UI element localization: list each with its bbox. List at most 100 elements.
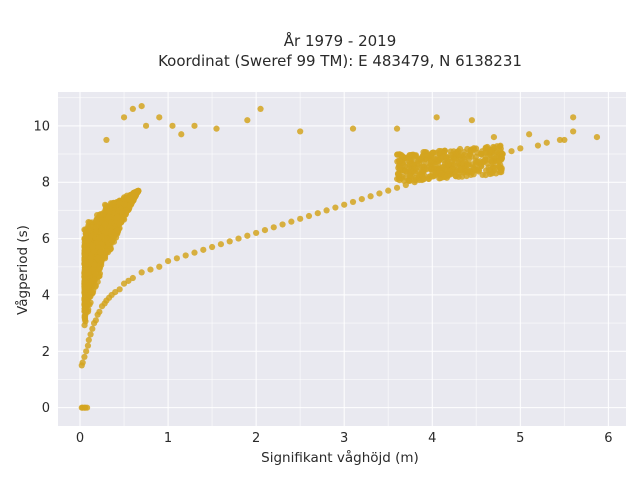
data-point <box>517 145 524 152</box>
cloud-point <box>447 152 454 159</box>
data-point <box>142 122 150 129</box>
tick-labels: 0 1 2 3 4 5 6 0 2 4 6 8 10 <box>33 119 612 446</box>
cloud-point <box>84 247 91 254</box>
cloud-point <box>395 164 402 172</box>
data-point <box>120 280 128 287</box>
data-point <box>367 193 374 200</box>
cloud-point <box>93 216 101 223</box>
data-point <box>209 243 216 251</box>
data-point <box>358 196 365 203</box>
data-point <box>270 224 277 231</box>
y-axis-title: Vågperiod (s) <box>14 225 31 315</box>
cloud-point <box>120 195 127 202</box>
cloud-point <box>495 163 503 171</box>
x-tick-label: 0 <box>76 431 84 446</box>
x-tick-label: 1 <box>164 431 172 446</box>
cloud-point <box>94 255 101 262</box>
data-point <box>138 269 145 276</box>
data-point <box>349 125 357 132</box>
cloud-point <box>113 213 121 221</box>
y-tick-label: 6 <box>42 232 50 247</box>
cloud-point <box>472 153 480 160</box>
cloud-point <box>488 170 496 177</box>
data-point <box>147 266 154 273</box>
data-point <box>129 274 136 282</box>
y-tick-label: 0 <box>42 401 50 416</box>
data-point <box>420 176 427 183</box>
data-point <box>305 212 313 220</box>
data-point <box>169 122 176 129</box>
cloud-point <box>108 237 115 244</box>
cloud-point <box>429 149 437 156</box>
cloud-point <box>452 173 460 180</box>
data-point <box>437 170 445 177</box>
cloud-point <box>443 154 450 162</box>
data-point <box>83 348 90 355</box>
cloud-point <box>84 308 92 315</box>
cloud-point <box>96 234 103 242</box>
cloud-point <box>464 167 471 174</box>
cloud-point <box>91 261 98 268</box>
cloud-point <box>92 223 100 230</box>
data-point <box>84 342 92 349</box>
cloud-point <box>496 157 503 165</box>
data-point <box>173 255 180 262</box>
cloud-point <box>412 165 420 172</box>
data-point <box>593 133 601 141</box>
cloud-point <box>82 318 89 325</box>
cloud-point <box>87 224 95 231</box>
data-point <box>178 131 185 138</box>
data-point <box>235 235 242 242</box>
cloud-point <box>427 166 434 173</box>
data-point <box>534 142 542 149</box>
cloud-point <box>85 218 92 226</box>
data-point <box>561 136 568 144</box>
data-point <box>556 136 564 144</box>
data-point <box>125 277 132 284</box>
cloud-point <box>484 143 491 151</box>
data-point <box>429 173 436 180</box>
data-point <box>112 289 119 296</box>
cloud-point <box>465 156 472 163</box>
data-point <box>129 105 136 113</box>
data-point <box>393 184 401 191</box>
data-point <box>570 114 577 121</box>
data-point <box>526 131 533 138</box>
cloud-point <box>116 220 123 227</box>
data-point <box>96 308 103 315</box>
data-point <box>332 204 339 211</box>
data-point <box>213 125 220 132</box>
data-point <box>217 241 225 248</box>
data-point <box>156 263 163 270</box>
data-point <box>341 201 348 208</box>
cloud-point <box>81 288 88 296</box>
data-point <box>473 159 480 166</box>
cloud-point <box>452 149 460 157</box>
data-point <box>83 404 91 411</box>
cloud-point <box>129 194 136 201</box>
data-point <box>393 125 401 132</box>
cloud-point <box>406 172 413 179</box>
data-point <box>85 336 92 344</box>
cloud-point <box>114 227 121 234</box>
data-point <box>103 136 110 144</box>
data-point <box>411 179 418 186</box>
data-point <box>164 258 172 265</box>
cloud-point <box>101 221 109 228</box>
data-points <box>78 102 601 411</box>
data-point <box>490 133 498 141</box>
cloud-point <box>434 155 442 162</box>
cloud-point <box>418 163 426 170</box>
x-axis-title: Signifikant våghöjd (m) <box>261 449 419 466</box>
cloud-point <box>470 145 477 152</box>
cloud-point <box>412 153 419 160</box>
chart-title: År 1979 - 2019 <box>284 31 397 50</box>
data-point <box>482 156 489 163</box>
data-point <box>455 165 462 172</box>
data-point <box>499 150 506 158</box>
cloud-point <box>425 151 432 158</box>
data-point <box>92 317 99 324</box>
data-point <box>257 105 264 113</box>
